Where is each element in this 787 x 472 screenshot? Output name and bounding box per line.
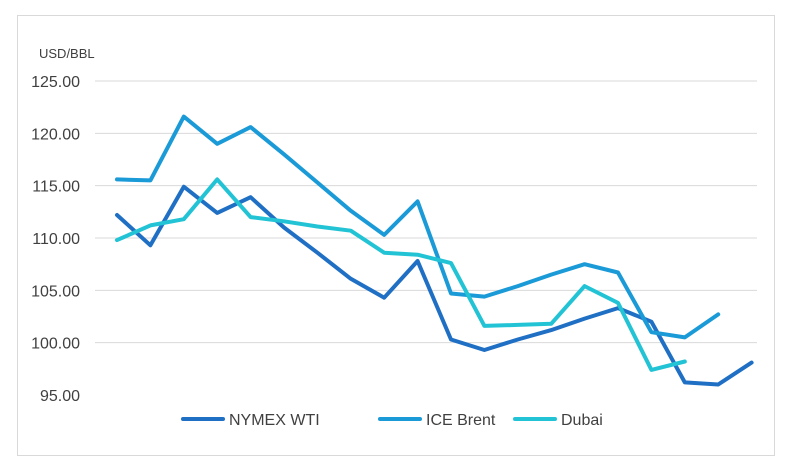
y-tick-labels: 95.00 100.00 105.00 110.00 115.00 120.00 125.0… <box>31 74 80 405</box>
legend-label: ICE Brent <box>426 412 496 429</box>
legend: NYMEX WTI ICE Brent Dubai <box>181 412 603 429</box>
legend-label: Dubai <box>561 412 603 429</box>
series-line-dubai <box>115 177 687 372</box>
y-tick-label: 100.00 <box>31 336 80 353</box>
series-line-ice-brent <box>115 114 721 340</box>
grid-lines <box>95 80 757 344</box>
y-tick-label: 125.00 <box>31 74 80 91</box>
y-tick-label: 120.00 <box>31 126 80 143</box>
y-tick-label: 95.00 <box>40 388 80 405</box>
y-axis-unit-label: USD/BBL <box>39 46 95 61</box>
y-tick-label: 115.00 <box>32 179 80 196</box>
legend-label: NYMEX WTI <box>229 412 320 429</box>
chart-frame <box>17 15 775 456</box>
y-tick-label: 110.00 <box>32 231 80 248</box>
series-line-nymex-wti <box>115 184 754 387</box>
y-tick-label: 105.00 <box>31 283 80 300</box>
series-lines <box>115 114 754 387</box>
